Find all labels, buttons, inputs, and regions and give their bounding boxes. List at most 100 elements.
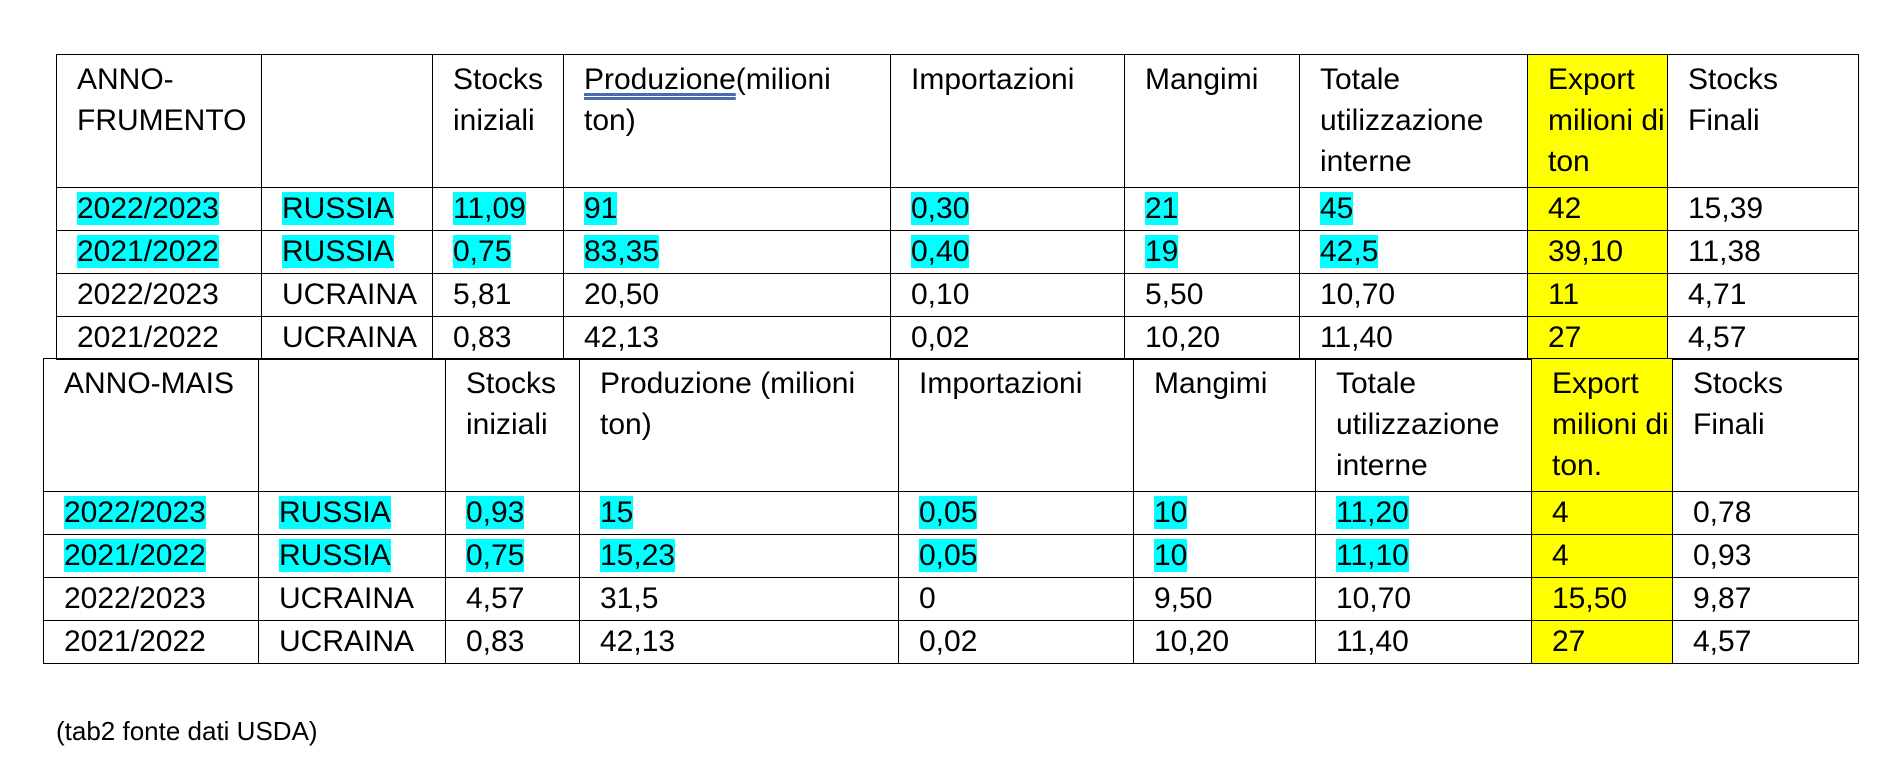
cell-anno: 2021/2022 <box>56 230 262 274</box>
header-produzione: Produzione(milioni ton) <box>563 54 891 188</box>
header-totale: Totale utilizzazione interne <box>1315 358 1532 492</box>
cell-export: 4 <box>1531 534 1673 578</box>
cell-importazioni: 0,02 <box>898 620 1134 664</box>
cell-export: 27 <box>1527 316 1668 360</box>
cell-mangimi: 9,50 <box>1133 577 1316 621</box>
cell-stocks-finali: 11,38 <box>1667 230 1859 274</box>
header-anno: ANNO-MAIS <box>43 358 259 492</box>
mais-header-row: ANNO-MAIS Stocks iniziali Produzione (mi… <box>43 358 1859 492</box>
header-stocks-iniziali: Stocks iniziali <box>445 358 580 492</box>
cell-paese: UCRAINA <box>261 316 433 360</box>
cell-paese: RUSSIA <box>261 187 433 231</box>
table-row: 2022/2023 UCRAINA 4,57 31,5 0 9,50 10,70… <box>43 577 1859 621</box>
header-export: Export milioni di ton <box>1527 54 1668 188</box>
frumento-table: ANNO-FRUMENTO Stocks iniziali Produzione… <box>56 54 1859 360</box>
cell-export: 42 <box>1527 187 1668 231</box>
table-row: 2021/2022 RUSSIA 0,75 15,23 0,05 10 11,1… <box>43 534 1859 578</box>
cell-produzione: 15 <box>579 491 899 535</box>
cell-mangimi: 10 <box>1133 491 1316 535</box>
header-export: Export milioni di ton. <box>1531 358 1673 492</box>
cell-anno: 2022/2023 <box>43 577 259 621</box>
cell-mangimi: 10,20 <box>1124 316 1300 360</box>
header-anno: ANNO-FRUMENTO <box>56 54 262 188</box>
cell-export: 27 <box>1531 620 1673 664</box>
table-row: 2021/2022 RUSSIA 0,75 83,35 0,40 19 42,5… <box>56 230 1859 274</box>
cell-stocks-iniziali: 0,75 <box>445 534 580 578</box>
cell-mangimi: 19 <box>1124 230 1300 274</box>
frumento-header-row: ANNO-FRUMENTO Stocks iniziali Produzione… <box>56 54 1859 188</box>
cell-mangimi: 21 <box>1124 187 1300 231</box>
header-stocks-iniziali: Stocks iniziali <box>432 54 564 188</box>
cell-importazioni: 0,05 <box>898 534 1134 578</box>
cell-produzione: 91 <box>563 187 891 231</box>
cell-anno: 2022/2023 <box>56 187 262 231</box>
cell-paese: UCRAINA <box>258 620 446 664</box>
table-row: 2021/2022 UCRAINA 0,83 42,13 0,02 10,20 … <box>43 620 1859 664</box>
cell-anno: 2021/2022 <box>43 534 259 578</box>
cell-totale: 10,70 <box>1315 577 1532 621</box>
header-totale: Totale utilizzazione interne <box>1299 54 1528 188</box>
header-paese <box>258 358 446 492</box>
cell-totale: 42,5 <box>1299 230 1528 274</box>
source-footnote: (tab2 fonte dati USDA) <box>56 716 318 746</box>
header-importazioni: Importazioni <box>898 358 1134 492</box>
cell-produzione: 42,13 <box>579 620 899 664</box>
cell-totale: 11,40 <box>1315 620 1532 664</box>
cell-stocks-iniziali: 4,57 <box>445 577 580 621</box>
cell-importazioni: 0,05 <box>898 491 1134 535</box>
cell-anno: 2022/2023 <box>56 273 262 317</box>
cell-stocks-finali: 9,87 <box>1672 577 1859 621</box>
cell-anno: 2022/2023 <box>43 491 259 535</box>
cell-produzione: 83,35 <box>563 230 891 274</box>
cell-produzione: 20,50 <box>563 273 891 317</box>
header-mangimi: Mangimi <box>1133 358 1316 492</box>
cell-importazioni: 0,40 <box>890 230 1125 274</box>
cell-importazioni: 0,30 <box>890 187 1125 231</box>
cell-stocks-iniziali: 0,83 <box>445 620 580 664</box>
table-row: 2022/2023 UCRAINA 5,81 20,50 0,10 5,50 1… <box>56 273 1859 317</box>
cell-importazioni: 0 <box>898 577 1134 621</box>
cell-anno: 2021/2022 <box>43 620 259 664</box>
cell-totale: 11,40 <box>1299 316 1528 360</box>
cell-paese: RUSSIA <box>258 534 446 578</box>
header-stocks-finali: Stocks Finali <box>1667 54 1859 188</box>
cell-produzione: 42,13 <box>563 316 891 360</box>
mais-table: ANNO-MAIS Stocks iniziali Produzione (mi… <box>43 358 1859 664</box>
cell-stocks-finali: 0,78 <box>1672 491 1859 535</box>
cell-produzione: 15,23 <box>579 534 899 578</box>
cell-stocks-iniziali: 0,75 <box>432 230 564 274</box>
cell-totale: 45 <box>1299 187 1528 231</box>
cell-mangimi: 10,20 <box>1133 620 1316 664</box>
cell-importazioni: 0,02 <box>890 316 1125 360</box>
header-mangimi: Mangimi <box>1124 54 1300 188</box>
cell-mangimi: 5,50 <box>1124 273 1300 317</box>
header-stocks-finali: Stocks Finali <box>1672 358 1859 492</box>
cell-importazioni: 0,10 <box>890 273 1125 317</box>
cell-stocks-iniziali: 11,09 <box>432 187 564 231</box>
cell-export: 39,10 <box>1527 230 1668 274</box>
table-row: 2022/2023 RUSSIA 0,93 15 0,05 10 11,20 4… <box>43 491 1859 535</box>
table-row: 2022/2023 RUSSIA 11,09 91 0,30 21 45 42 … <box>56 187 1859 231</box>
cell-stocks-finali: 15,39 <box>1667 187 1859 231</box>
cell-export: 15,50 <box>1531 577 1673 621</box>
cell-paese: UCRAINA <box>258 577 446 621</box>
header-paese <box>261 54 433 188</box>
header-produzione: Produzione (milioni ton) <box>579 358 899 492</box>
cell-totale: 10,70 <box>1299 273 1528 317</box>
cell-stocks-finali: 4,57 <box>1667 316 1859 360</box>
cell-export: 11 <box>1527 273 1668 317</box>
cell-stocks-iniziali: 5,81 <box>432 273 564 317</box>
cell-stocks-finali: 4,71 <box>1667 273 1859 317</box>
cell-paese: RUSSIA <box>258 491 446 535</box>
cell-paese: UCRAINA <box>261 273 433 317</box>
cell-stocks-iniziali: 0,93 <box>445 491 580 535</box>
cell-paese: RUSSIA <box>261 230 433 274</box>
table-row: 2021/2022 UCRAINA 0,83 42,13 0,02 10,20 … <box>56 316 1859 360</box>
cell-stocks-finali: 4,57 <box>1672 620 1859 664</box>
cell-totale: 11,20 <box>1315 491 1532 535</box>
cell-stocks-iniziali: 0,83 <box>432 316 564 360</box>
header-produzione-unit: (milioni ton) <box>584 63 831 137</box>
header-produzione-word: Produzione <box>584 63 736 96</box>
cell-stocks-finali: 0,93 <box>1672 534 1859 578</box>
cell-totale: 11,10 <box>1315 534 1532 578</box>
